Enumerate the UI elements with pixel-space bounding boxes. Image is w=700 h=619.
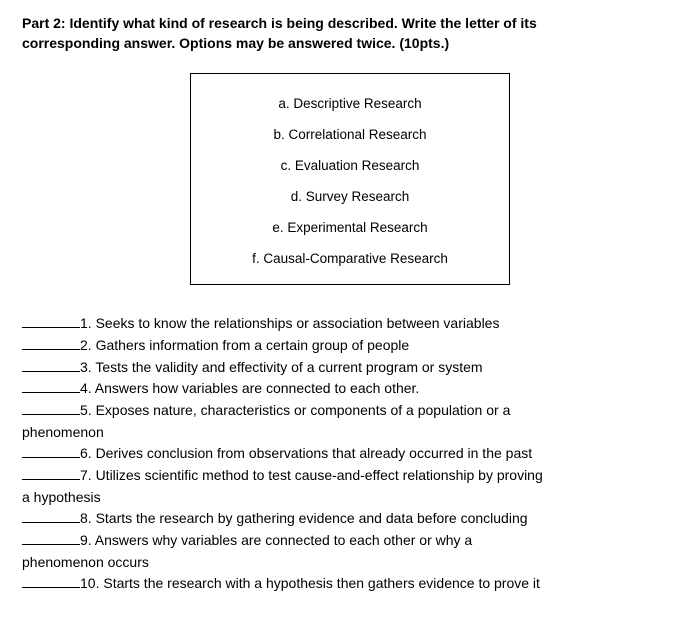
option-f: f. Causal-Comparative Research bbox=[211, 251, 489, 266]
q1-text: 1. Seeks to know the relationships or as… bbox=[80, 315, 499, 331]
q5-text: 5. Exposes nature, characteristics or co… bbox=[80, 402, 510, 418]
q3-text: 3. Tests the validity and effectivity of… bbox=[80, 359, 483, 375]
q7-text: 7. Utilizes scientific method to test ca… bbox=[80, 467, 543, 483]
question-3: 3. Tests the validity and effectivity of… bbox=[22, 357, 678, 379]
blank-8[interactable] bbox=[22, 509, 80, 523]
question-2: 2. Gathers information from a certain gr… bbox=[22, 335, 678, 357]
header-title-line1: Part 2: Identify what kind of research i… bbox=[22, 14, 678, 34]
question-1: 1. Seeks to know the relationships or as… bbox=[22, 313, 678, 335]
header-title-line2: corresponding answer. Options may be ans… bbox=[22, 34, 678, 54]
question-8: 8. Starts the research by gathering evid… bbox=[22, 508, 678, 530]
blank-10[interactable] bbox=[22, 574, 80, 588]
blank-6[interactable] bbox=[22, 444, 80, 458]
option-a: a. Descriptive Research bbox=[211, 96, 489, 111]
blank-4[interactable] bbox=[22, 379, 80, 393]
q9-continuation: phenomenon occurs bbox=[22, 552, 678, 574]
header: Part 2: Identify what kind of research i… bbox=[22, 14, 678, 53]
blank-5[interactable] bbox=[22, 401, 80, 415]
question-7: 7. Utilizes scientific method to test ca… bbox=[22, 465, 678, 487]
q2-text: 2. Gathers information from a certain gr… bbox=[80, 337, 409, 353]
q8-text: 8. Starts the research by gathering evid… bbox=[80, 510, 528, 526]
option-c: c. Evaluation Research bbox=[211, 158, 489, 173]
q7-continuation: a hypothesis bbox=[22, 487, 678, 509]
blank-9[interactable] bbox=[22, 531, 80, 545]
question-4: 4. Answers how variables are connected t… bbox=[22, 378, 678, 400]
q5-continuation: phenomenon bbox=[22, 422, 678, 444]
blank-3[interactable] bbox=[22, 358, 80, 372]
option-b: b. Correlational Research bbox=[211, 127, 489, 142]
blank-7[interactable] bbox=[22, 466, 80, 480]
questions-list: 1. Seeks to know the relationships or as… bbox=[22, 313, 678, 595]
q4-text: 4. Answers how variables are connected t… bbox=[80, 380, 419, 396]
blank-2[interactable] bbox=[22, 336, 80, 350]
option-d: d. Survey Research bbox=[211, 189, 489, 204]
options-box: a. Descriptive Research b. Correlational… bbox=[190, 73, 510, 285]
q6-text: 6. Derives conclusion from observations … bbox=[80, 445, 532, 461]
blank-1[interactable] bbox=[22, 314, 80, 328]
question-9: 9. Answers why variables are connected t… bbox=[22, 530, 678, 552]
q10-text: 10. Starts the research with a hypothesi… bbox=[80, 575, 540, 591]
q9-text: 9. Answers why variables are connected t… bbox=[80, 532, 472, 548]
question-10: 10. Starts the research with a hypothesi… bbox=[22, 573, 678, 595]
option-e: e. Experimental Research bbox=[211, 220, 489, 235]
question-5: 5. Exposes nature, characteristics or co… bbox=[22, 400, 678, 422]
question-6: 6. Derives conclusion from observations … bbox=[22, 443, 678, 465]
